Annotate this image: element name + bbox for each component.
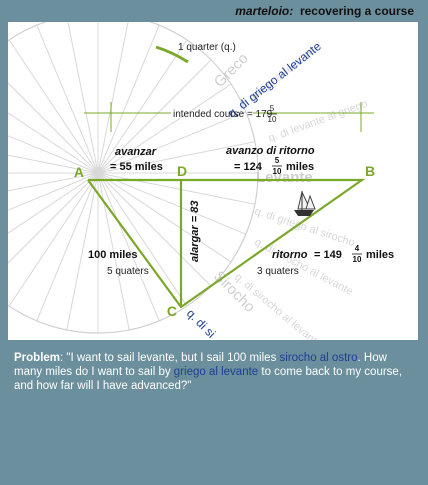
compass-ray — [97, 111, 246, 174]
avanzo-den: 10 — [273, 167, 282, 176]
compass-label-levante: Levante — [256, 169, 313, 186]
avanzo-num: 5 — [275, 156, 280, 165]
compass-ray — [97, 172, 188, 307]
point-a: A — [74, 164, 84, 180]
intended-course-label: intended course = 179 — [173, 109, 273, 120]
ritorno-suffix: miles — [366, 249, 394, 261]
intended-course-num: 5 — [270, 104, 275, 113]
compass-ray — [97, 172, 212, 287]
compass-ray — [8, 172, 99, 264]
avanzar-title: avanzar — [115, 146, 157, 158]
problem-text-1: : "I want to sail levante, but I sail 10… — [60, 352, 280, 364]
quarter-label: 1 quarter (q.) — [178, 42, 236, 53]
compass-ray — [8, 154, 99, 174]
avanzo-title: avanzo di ritorno — [226, 145, 315, 157]
avanzo-prefix: = 124 — [234, 161, 263, 173]
compass-ray — [36, 25, 99, 174]
compass-ray — [97, 22, 129, 174]
compass-ray — [97, 59, 212, 174]
problem-text-2: . How many miles do I want to sail by — [14, 352, 387, 378]
compass-ray — [97, 172, 232, 263]
title-rest: recovering a course — [299, 4, 414, 18]
quarter-arc — [155, 45, 189, 64]
ritorno-den: 10 — [353, 255, 362, 264]
compass-ray — [8, 39, 99, 174]
problem-text: Problem: "I want to sail levante, but I … — [14, 351, 414, 393]
compass-ray — [97, 172, 255, 205]
compass-ray — [66, 172, 99, 330]
point-b: B — [365, 163, 375, 179]
compass-ray — [67, 22, 99, 174]
hundred-quarters: 5 quaters — [107, 266, 149, 277]
link-sirocho-al-ostro[interactable]: sirocho al ostro — [279, 352, 358, 364]
point-c: C — [167, 303, 177, 319]
compass-ray — [97, 172, 160, 321]
ritorno-num: 4 — [355, 244, 360, 253]
compass-ray — [8, 82, 99, 174]
point-d: D — [177, 163, 187, 179]
compass-ray — [8, 172, 99, 211]
page-title: marteloio: recovering a course — [235, 4, 414, 18]
compass-ray — [97, 39, 188, 174]
compass-ray — [8, 172, 99, 234]
compass-ray — [97, 83, 232, 174]
course-triangle — [87, 178, 366, 309]
avanzar-value: = 55 miles — [110, 161, 163, 173]
avanzo-suffix: miles — [286, 161, 314, 173]
compass-ray — [8, 112, 99, 174]
watermark-2: q. di levante al griego — [267, 98, 369, 145]
problem-text-3: to come back to my course, and how far w… — [14, 366, 403, 392]
ritorno-quarters: 3 quaters — [257, 266, 299, 277]
compass-ray — [97, 141, 255, 174]
compass-ray — [8, 172, 99, 192]
intended-course-den: 10 — [268, 115, 277, 124]
problem-label: Problem — [14, 352, 61, 364]
compass-ray — [97, 172, 246, 235]
ritorno-prefix: ritorno — [272, 249, 308, 261]
title-italic: marteloio: — [235, 4, 294, 18]
hundred-miles: 100 miles — [88, 249, 138, 261]
link-griego-al-levante[interactable]: griego al levante — [173, 366, 259, 378]
ritorno-eq: = 149 — [314, 249, 342, 261]
compass-rose — [8, 22, 258, 333]
marteloio-diagram: Greco Levante Sirocho q. di griego al le… — [8, 22, 394, 340]
sirocho-label-fragment: q. di si — [184, 306, 218, 340]
compass-ray — [8, 172, 99, 307]
diagram-panel: Greco Levante Sirocho q. di griego al le… — [8, 22, 418, 340]
compass-circle — [8, 22, 259, 334]
ship-icon — [294, 190, 316, 216]
compass-ray — [8, 135, 99, 174]
alargar-label: alargar = 83 — [189, 201, 201, 262]
compass-ray — [97, 25, 160, 174]
compass-ray — [36, 172, 99, 321]
